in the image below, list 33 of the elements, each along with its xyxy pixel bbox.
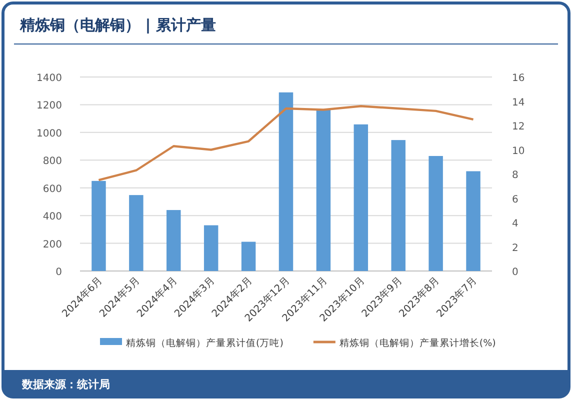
bar [391, 140, 406, 271]
bar [316, 110, 331, 271]
y-tick-label: 800 [42, 156, 62, 168]
legend-label: 精炼铜（电解铜）产量累计值(万吨) [126, 337, 284, 349]
y-tick-label: 400 [42, 212, 62, 223]
chart-title: 精炼铜（电解铜） | 累计产量 [19, 16, 216, 34]
y2-tick-label: 10 [512, 146, 525, 157]
y-tick-label: 1200 [36, 100, 62, 112]
bar [129, 195, 144, 271]
line-series [98, 105, 474, 182]
bar [166, 210, 181, 271]
y-tick-label: 600 [42, 184, 62, 195]
y-tick-label: 200 [42, 239, 62, 250]
y-tick-label: 1000 [36, 128, 62, 140]
bar [204, 225, 218, 271]
y2-tick-label: 8 [512, 170, 518, 181]
y2-tick-label: 2 [512, 242, 518, 254]
bar [466, 171, 480, 271]
y2-tick-label: 0 [512, 267, 518, 278]
bar [354, 124, 368, 271]
y2-tick-label: 14 [512, 97, 525, 108]
source-note: 数据来源：统计局 [21, 378, 110, 391]
y2-tick-label: 16 [512, 73, 525, 84]
bar [241, 242, 256, 271]
y2-tick-label: 4 [512, 218, 518, 230]
legend-label: 精炼铜（电解铜）产量累计增长(%) [339, 337, 496, 349]
y2-tick-label: 6 [512, 194, 518, 206]
y-tick-label: 1400 [36, 73, 62, 84]
bar [428, 156, 443, 271]
y-tick-label: 0 [56, 267, 62, 278]
y2-tick-label: 12 [512, 122, 525, 132]
bar [278, 92, 294, 271]
bar [92, 180, 106, 271]
